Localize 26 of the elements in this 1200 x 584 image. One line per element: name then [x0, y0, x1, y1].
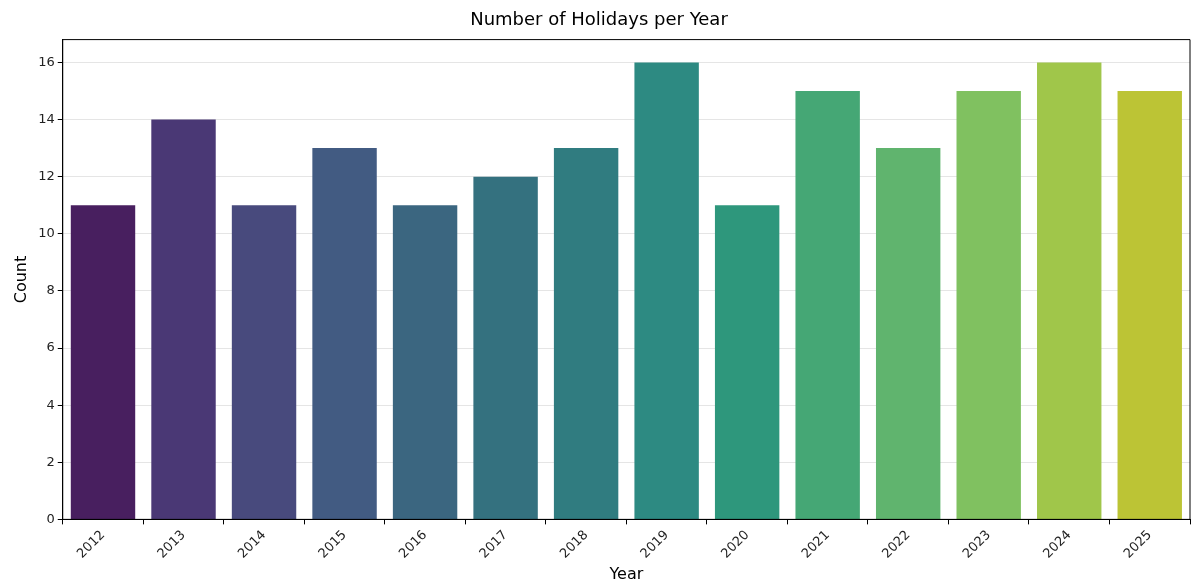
- bar: [875, 148, 941, 519]
- chart-title: Number of Holidays per Year: [470, 8, 729, 30]
- bar: [70, 205, 136, 519]
- bar: [151, 119, 216, 519]
- x-axis-title: Year: [608, 563, 644, 583]
- bar: [553, 148, 619, 519]
- y-axis-title: Count: [10, 255, 30, 304]
- y-tick-label: 10: [38, 225, 55, 241]
- y-tick-label: 12: [38, 168, 55, 184]
- y-tick-label: 2: [46, 453, 55, 469]
- y-tick-label: 14: [38, 110, 55, 126]
- y-tick-label: 6: [46, 339, 55, 355]
- bar: [714, 205, 780, 519]
- y-tick-label: 0: [46, 510, 55, 526]
- y-tick-label: 8: [46, 282, 55, 298]
- bar: [312, 148, 377, 519]
- bar: [231, 205, 297, 519]
- y-tick-label: 16: [38, 53, 55, 69]
- bar: [634, 62, 699, 519]
- y-tick-label: 4: [46, 396, 55, 412]
- bar: [795, 91, 860, 519]
- bar: [956, 91, 1021, 519]
- bar: [1037, 62, 1102, 519]
- bar: [473, 176, 538, 519]
- bar: [392, 205, 458, 519]
- bar: [1117, 91, 1182, 519]
